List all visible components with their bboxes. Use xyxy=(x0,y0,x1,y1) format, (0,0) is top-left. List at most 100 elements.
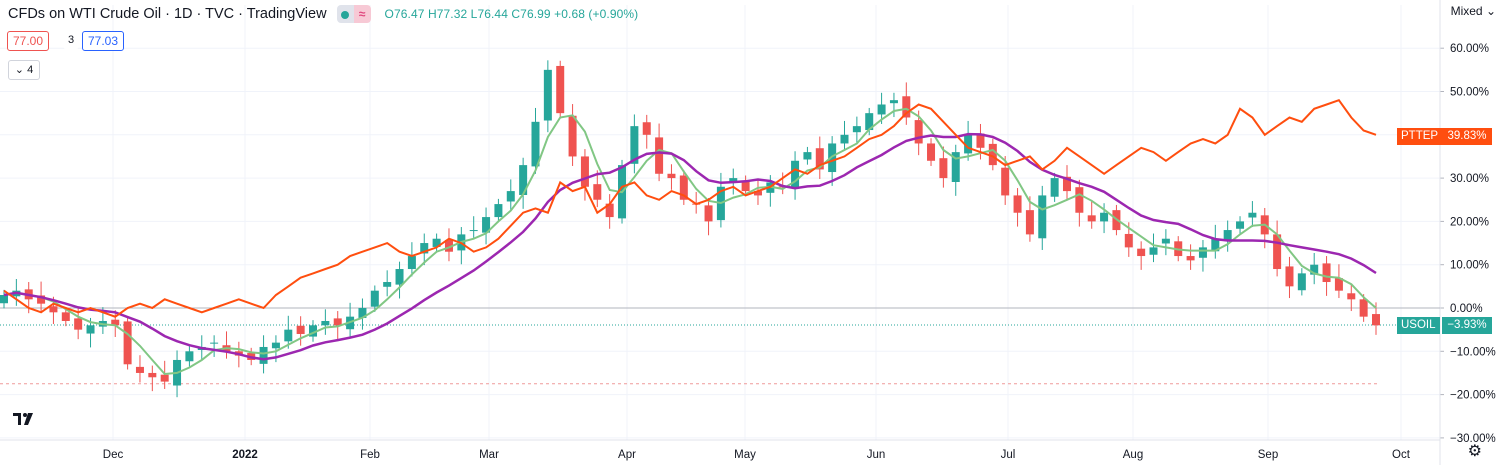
candle-body xyxy=(605,203,614,218)
y-tick-label: 50.00% xyxy=(1450,87,1489,99)
tradingview-logo[interactable] xyxy=(9,405,39,431)
market-status-icon[interactable] xyxy=(336,5,354,23)
candle-body xyxy=(1359,299,1368,317)
candle-body xyxy=(210,342,219,344)
candle-body xyxy=(123,321,132,365)
candle-body xyxy=(1149,247,1158,255)
candle-body xyxy=(1297,273,1306,291)
candle-body xyxy=(939,158,948,179)
x-tick-label: Jun xyxy=(867,449,886,461)
candle-body xyxy=(1223,230,1232,241)
candle-body xyxy=(494,204,503,218)
candle-body xyxy=(296,325,305,334)
settings-gear-icon[interactable]: ⚙ xyxy=(1467,443,1482,460)
candle-body xyxy=(1050,178,1059,197)
candle-body xyxy=(828,143,837,173)
x-tick-label: Mar xyxy=(479,449,499,461)
candle-body xyxy=(271,342,280,349)
indicators-toggle-button[interactable]: ⌄ 4 xyxy=(8,60,40,80)
candle-body xyxy=(865,113,874,131)
candle-body xyxy=(655,137,664,174)
candle-body xyxy=(1025,210,1034,235)
status-pill[interactable]: ≈ xyxy=(336,5,371,23)
ma-short-line xyxy=(3,107,1377,376)
candle-body xyxy=(1137,248,1146,257)
candle-body xyxy=(568,115,577,157)
x-tick-label: Aug xyxy=(1123,449,1143,461)
chevron-down-icon: ⌄ xyxy=(1485,4,1496,18)
compare-series-line xyxy=(3,99,1377,318)
compare-symbol-tag[interactable]: PTTEP 39.83% xyxy=(1397,128,1492,145)
candle-body xyxy=(1001,167,1010,196)
candle-body xyxy=(1372,314,1380,326)
candle-body xyxy=(951,152,960,182)
candle-body xyxy=(753,191,762,196)
symbol-title[interactable]: CFDs on WTI Crude Oil · 1D · TVC · Tradi… xyxy=(8,6,327,22)
candle-body xyxy=(135,366,144,373)
y-tick-label: 20.00% xyxy=(1450,216,1489,228)
candle-body xyxy=(444,240,453,252)
candle-body xyxy=(259,346,268,364)
candle-body xyxy=(679,175,688,200)
candle-body xyxy=(964,134,973,154)
candle-body xyxy=(988,143,997,166)
x-tick-label: Apr xyxy=(618,449,636,461)
candle-body xyxy=(815,148,824,170)
candle-body xyxy=(1248,212,1257,218)
x-tick-label: Feb xyxy=(360,449,380,461)
candle-body xyxy=(741,180,750,192)
y-tick-label: 30.00% xyxy=(1450,173,1489,185)
candle-body xyxy=(1186,256,1195,261)
candle-body xyxy=(667,173,676,179)
candle-body xyxy=(519,165,528,195)
buy-price-button[interactable]: 77.03 xyxy=(82,31,125,51)
candle-body xyxy=(309,325,318,337)
main-symbol-tag[interactable]: USOIL −3.93% xyxy=(1397,317,1492,334)
scale-mode-dropdown[interactable]: Mixed ⌄ xyxy=(1451,4,1496,18)
x-tick-label: Sep xyxy=(1258,449,1278,461)
x-tick-label: May xyxy=(734,449,756,461)
candle-body xyxy=(543,69,552,121)
candle-body xyxy=(889,100,898,104)
candle-body xyxy=(1310,264,1319,275)
candle-body xyxy=(185,351,194,362)
candle-body xyxy=(1124,233,1133,248)
main-symbol-name: USOIL xyxy=(1397,317,1440,334)
candle-body xyxy=(61,312,70,321)
candle-body xyxy=(914,120,923,144)
candle-body xyxy=(1211,238,1220,252)
candle-body xyxy=(1087,215,1096,222)
candle-body xyxy=(383,282,392,287)
candle-body xyxy=(1013,195,1022,213)
candle-body xyxy=(420,243,429,254)
y-tick-label: −10.00% xyxy=(1450,346,1496,358)
candle-body xyxy=(976,133,985,148)
candle-body xyxy=(370,290,379,307)
candle-body xyxy=(1161,238,1170,244)
x-tick-label: Oct xyxy=(1392,449,1411,461)
candle-body xyxy=(902,96,911,118)
candle-body xyxy=(791,160,800,189)
candle-body xyxy=(531,121,540,167)
candle-body xyxy=(852,126,861,133)
candle-body xyxy=(482,217,491,233)
candle-body xyxy=(1273,234,1282,270)
candle-body xyxy=(1075,187,1084,213)
y-tick-label: 10.00% xyxy=(1450,260,1489,272)
candle-body xyxy=(704,205,713,222)
data-feed-icon[interactable]: ≈ xyxy=(353,5,371,23)
candle-body xyxy=(642,122,651,135)
candle-body xyxy=(321,320,330,326)
candle-body xyxy=(1038,195,1047,239)
candle-body xyxy=(1334,278,1343,291)
candle-body xyxy=(630,126,639,164)
candle-body xyxy=(432,238,441,247)
compare-symbol-value: 39.83% xyxy=(1442,128,1492,145)
candle-body xyxy=(927,143,936,161)
scale-mode-label: Mixed xyxy=(1450,4,1483,18)
candle-body xyxy=(556,65,565,114)
ohlc-readout: O76.47 H77.32 L76.44 C76.99 +0.68 (+0.90… xyxy=(384,7,639,21)
sell-price-button[interactable]: 77.00 xyxy=(7,31,50,51)
